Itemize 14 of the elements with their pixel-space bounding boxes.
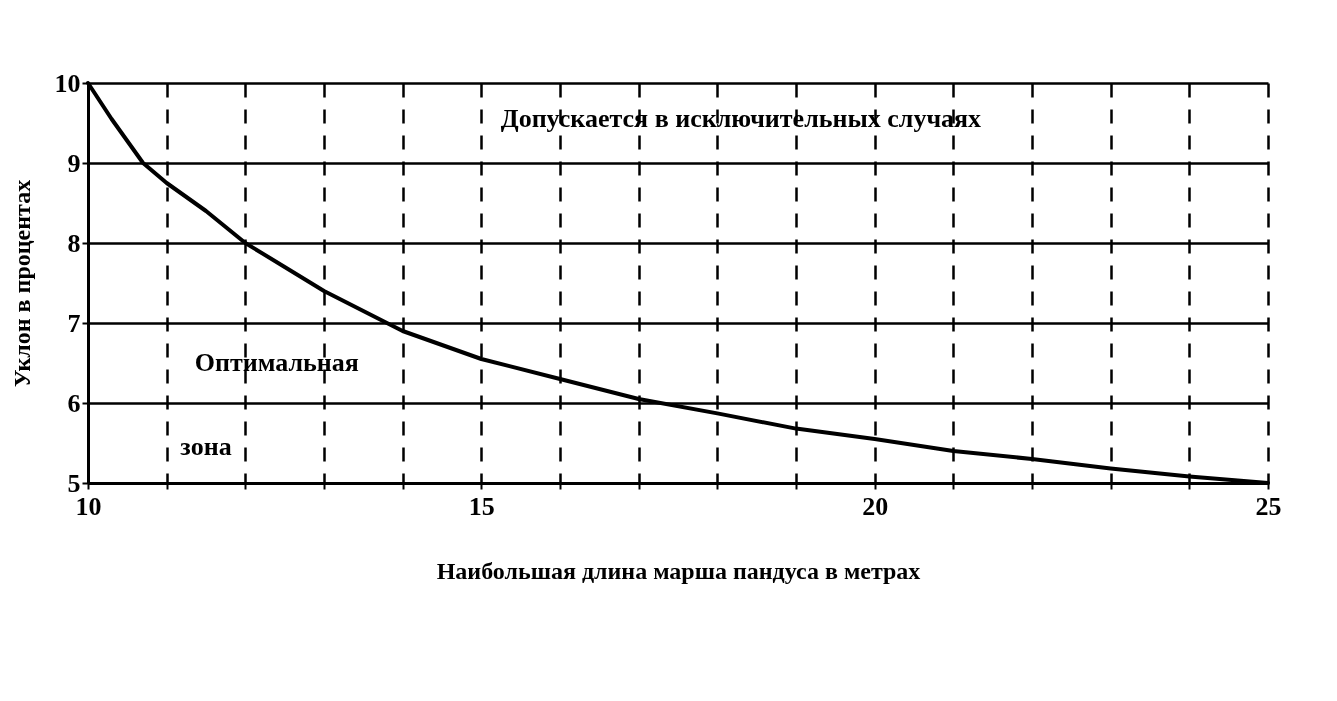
- y-axis-title: Уклон в процентах: [8, 179, 35, 388]
- y-tick-label: 5: [67, 468, 81, 498]
- y-tick-label: 8: [67, 228, 81, 258]
- x-axis-title: Наибольшая длина марша пандуса в метрах: [436, 557, 921, 584]
- x-tick-label: 25: [1255, 491, 1282, 521]
- x-tick-label: 15: [468, 491, 495, 521]
- y-tick-label: 7: [67, 308, 81, 338]
- annotation: Оптимальная: [194, 348, 359, 377]
- annotation: зона: [180, 432, 232, 461]
- y-tick-label: 6: [67, 388, 81, 418]
- x-tick-label: 20: [862, 491, 889, 521]
- y-tick-label: 10: [54, 68, 81, 98]
- y-tick-label: 9: [67, 148, 81, 178]
- annotation: Допускается в исключительных случаях: [500, 104, 982, 133]
